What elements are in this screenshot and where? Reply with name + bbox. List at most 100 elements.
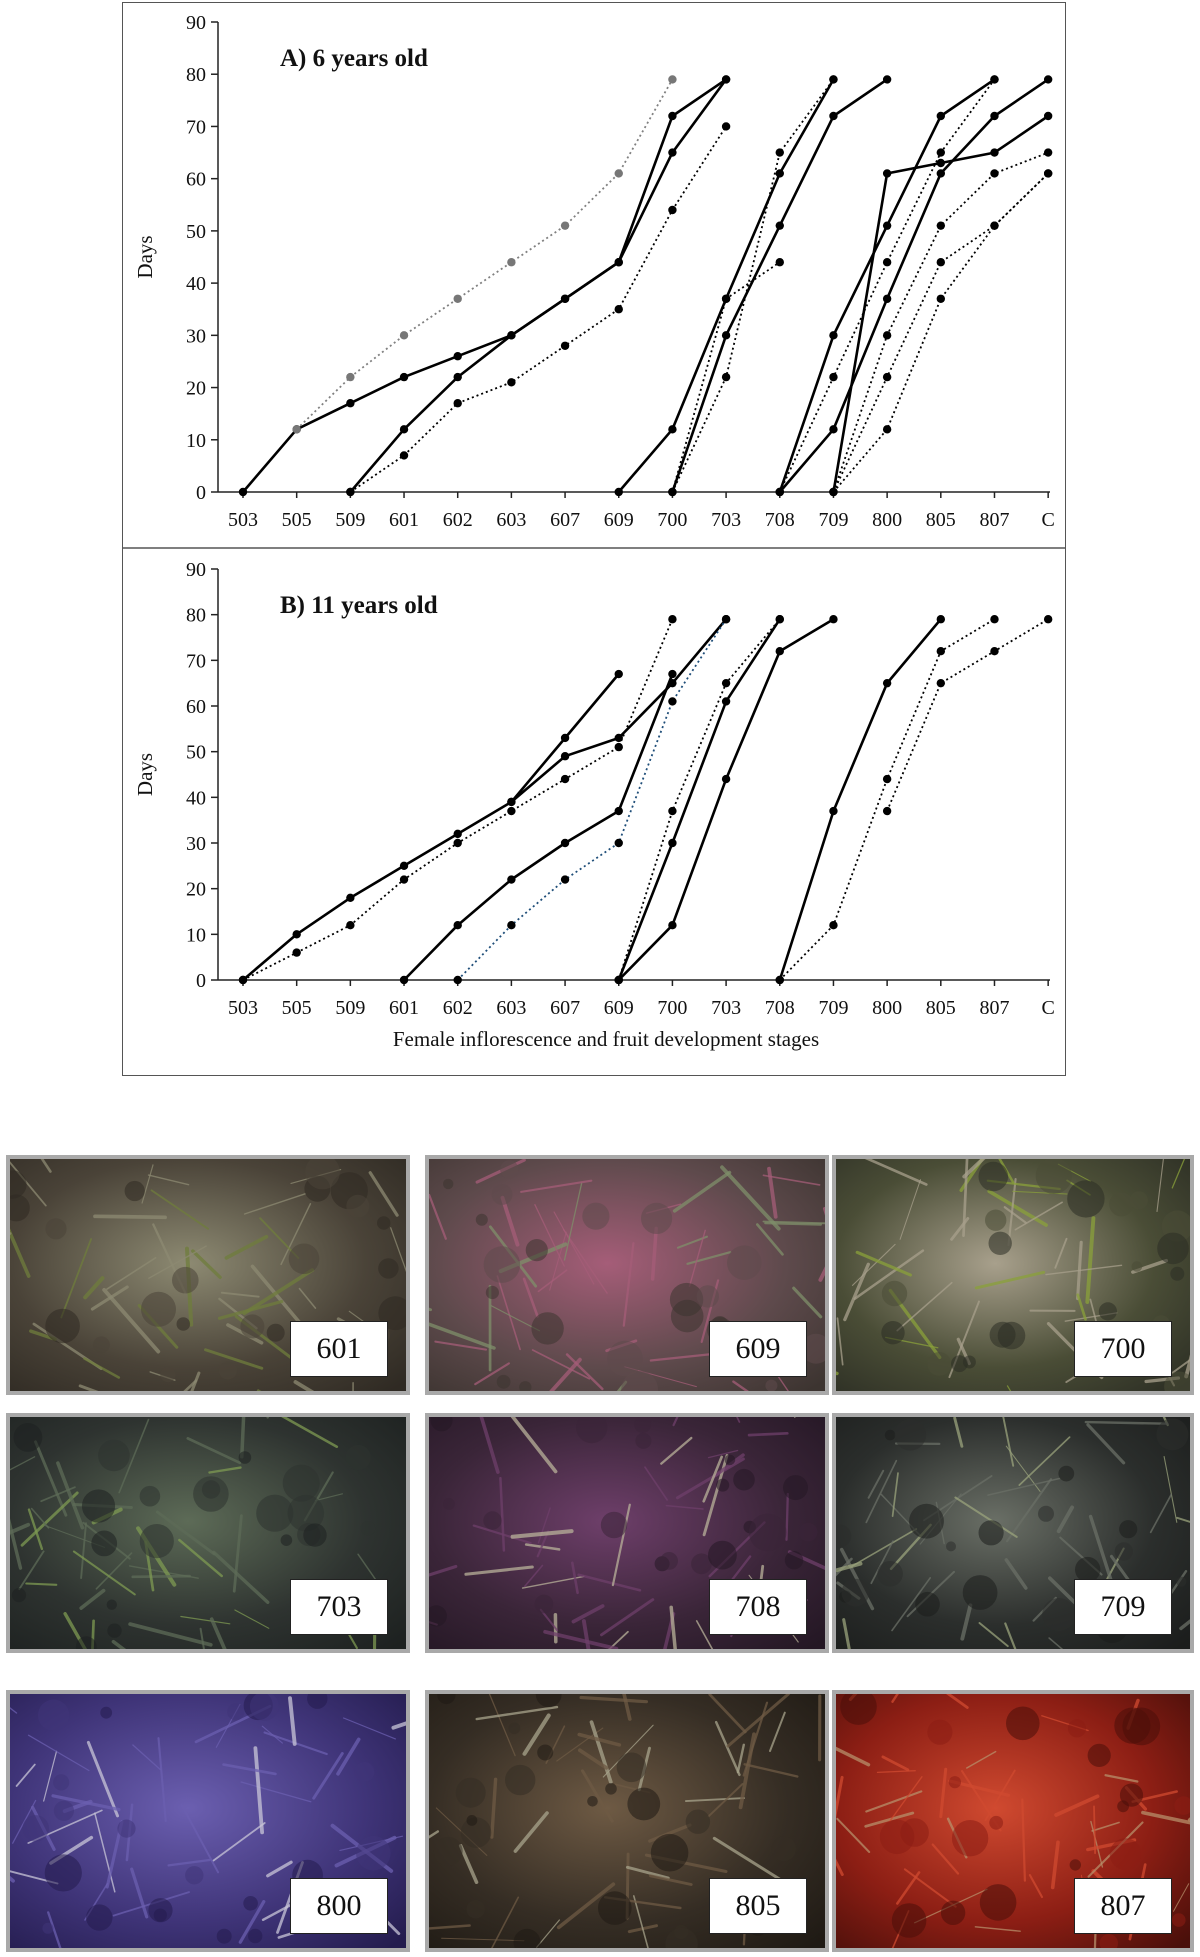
photo-texture-stroke [224,1234,269,1260]
chart-1-series-point [399,975,409,985]
stage-label: 709 [1074,1579,1172,1635]
photo-texture-stroke [178,1538,223,1578]
stage-label: 700 [1074,1321,1172,1377]
photo-texture-blob [1006,1706,1040,1741]
photo-texture-blob [881,1321,905,1345]
photo-texture-stroke [549,1357,582,1391]
photo-texture-stroke [500,1195,520,1247]
photo-texture-blob [660,1552,678,1570]
photo-texture-stroke [474,1362,510,1386]
photo-texture-stroke [736,1743,745,1774]
photo-texture-blob [765,1379,778,1391]
photo-texture-blob [75,1636,97,1649]
photo-texture-stroke [931,1843,960,1875]
photo-texture-stroke [625,1865,670,1880]
chart-1-series-line [457,618,727,981]
photo-texture-blob [988,1231,1012,1255]
photo-texture-stroke [1028,1874,1044,1899]
panel-a: 0 10 20 30 40 50 60 70 80 90 503 505 509 601 602 603 607… [133,12,1055,531]
photo-texture-stroke [180,1615,231,1625]
photo-texture-stroke [80,1522,87,1580]
photo-texture-blob [287,1494,325,1532]
chart-1-series-line [617,618,781,981]
photo-texture-blob [840,1694,877,1725]
chart-1-series-line [778,618,942,981]
photo-texture-stroke [1171,1159,1186,1189]
chart-0-series-point [346,372,355,382]
chart-0-series-point [507,331,516,340]
chart-1-series-point [668,806,677,816]
photo-texture-stroke [732,1380,749,1391]
chart-0-x-tick-label: C [1041,509,1054,531]
chart-1-series-point [829,615,838,624]
chart-1-series-point [668,615,677,624]
photo-texture-blob [107,1623,122,1638]
photo-texture-stroke [602,1724,654,1778]
chart-0-series-point [882,258,892,267]
photo-texture-blob [356,1835,391,1871]
photo-texture-blob [100,1706,113,1719]
photo-texture-stroke [764,1222,822,1226]
photo-texture-blob [176,1317,191,1331]
photo-texture-blob [153,1908,167,1922]
chart-0-y-tick-label: 90 [186,12,206,34]
photo-texture-blob [466,1815,478,1826]
chart-1-series-point [668,697,677,706]
photo-texture-stroke [47,1911,62,1948]
chart-1-xlabel: Female inflorescence and fruit developme… [393,1027,819,1051]
chart-0-series-point [829,372,838,382]
chart-0-series-point [668,148,677,157]
photo-texture-blob [185,1866,204,1885]
photo-texture-blob [1156,1418,1189,1451]
chart-0-series-point [668,425,677,434]
photo-texture-stroke [562,1228,608,1294]
chart-1-series-point [292,930,301,939]
photo-texture-stroke [40,1159,52,1173]
chart-1-series-point [292,948,301,957]
photo-texture-stroke [1086,1423,1126,1465]
photo-texture-stroke [51,1794,121,1812]
photo-texture-stroke [531,1349,591,1380]
photo-texture-stroke [234,1609,270,1629]
photo-texture-stroke [1168,1358,1190,1376]
photo-texture-stroke [755,1223,784,1256]
photo-texture-blob [193,1476,229,1512]
photo-texture-stroke [571,1604,605,1624]
photo-texture-stroke [536,1530,550,1558]
chart-1-series-point [990,647,999,656]
chart-1-series-point [882,678,892,688]
photo-texture-stroke [43,1750,58,1802]
photo-texture-stroke [479,1417,500,1474]
chart-1-x-tick-label: 807 [979,997,1009,1019]
photo-texture-stroke [987,1189,1048,1227]
chart-1-series-point [507,797,516,807]
photo-texture-stroke [242,1268,315,1316]
photo-texture-stroke [713,1453,745,1478]
photo-texture-stroke [581,1769,614,1823]
chart-1-series-point [346,893,355,902]
chart-1-series-point [1043,615,1053,624]
photo-texture-stroke [1149,1493,1173,1534]
photo-texture-stroke [851,1243,896,1286]
stage-label: 703 [290,1579,388,1635]
photo-texture-stroke [1048,1637,1064,1649]
photo-texture-stroke [186,1437,242,1465]
photo-texture-blob [496,1374,511,1389]
photo-texture-stroke [565,1353,604,1391]
photo-texture-stroke [1054,1237,1068,1269]
photo-texture-blob [685,1809,711,1834]
photo-texture-blob [81,1489,116,1523]
photo-texture-blob [582,1202,610,1230]
photo-texture-stroke [30,1507,50,1529]
photo-texture-stroke [978,1622,1009,1648]
photo-texture-stroke [644,1466,668,1501]
photo-texture-stroke [1014,1201,1063,1231]
photo-texture-blob [801,1333,825,1364]
chart-1-series-point [560,838,570,848]
chart-0-series-point [721,122,731,131]
photo-texture-blob [1109,1838,1142,1870]
photo-texture-blob [238,1451,252,1464]
photo-texture-blob [537,1744,554,1761]
chart-1-series-point [775,647,784,656]
photo-texture-stroke [15,1763,36,1787]
